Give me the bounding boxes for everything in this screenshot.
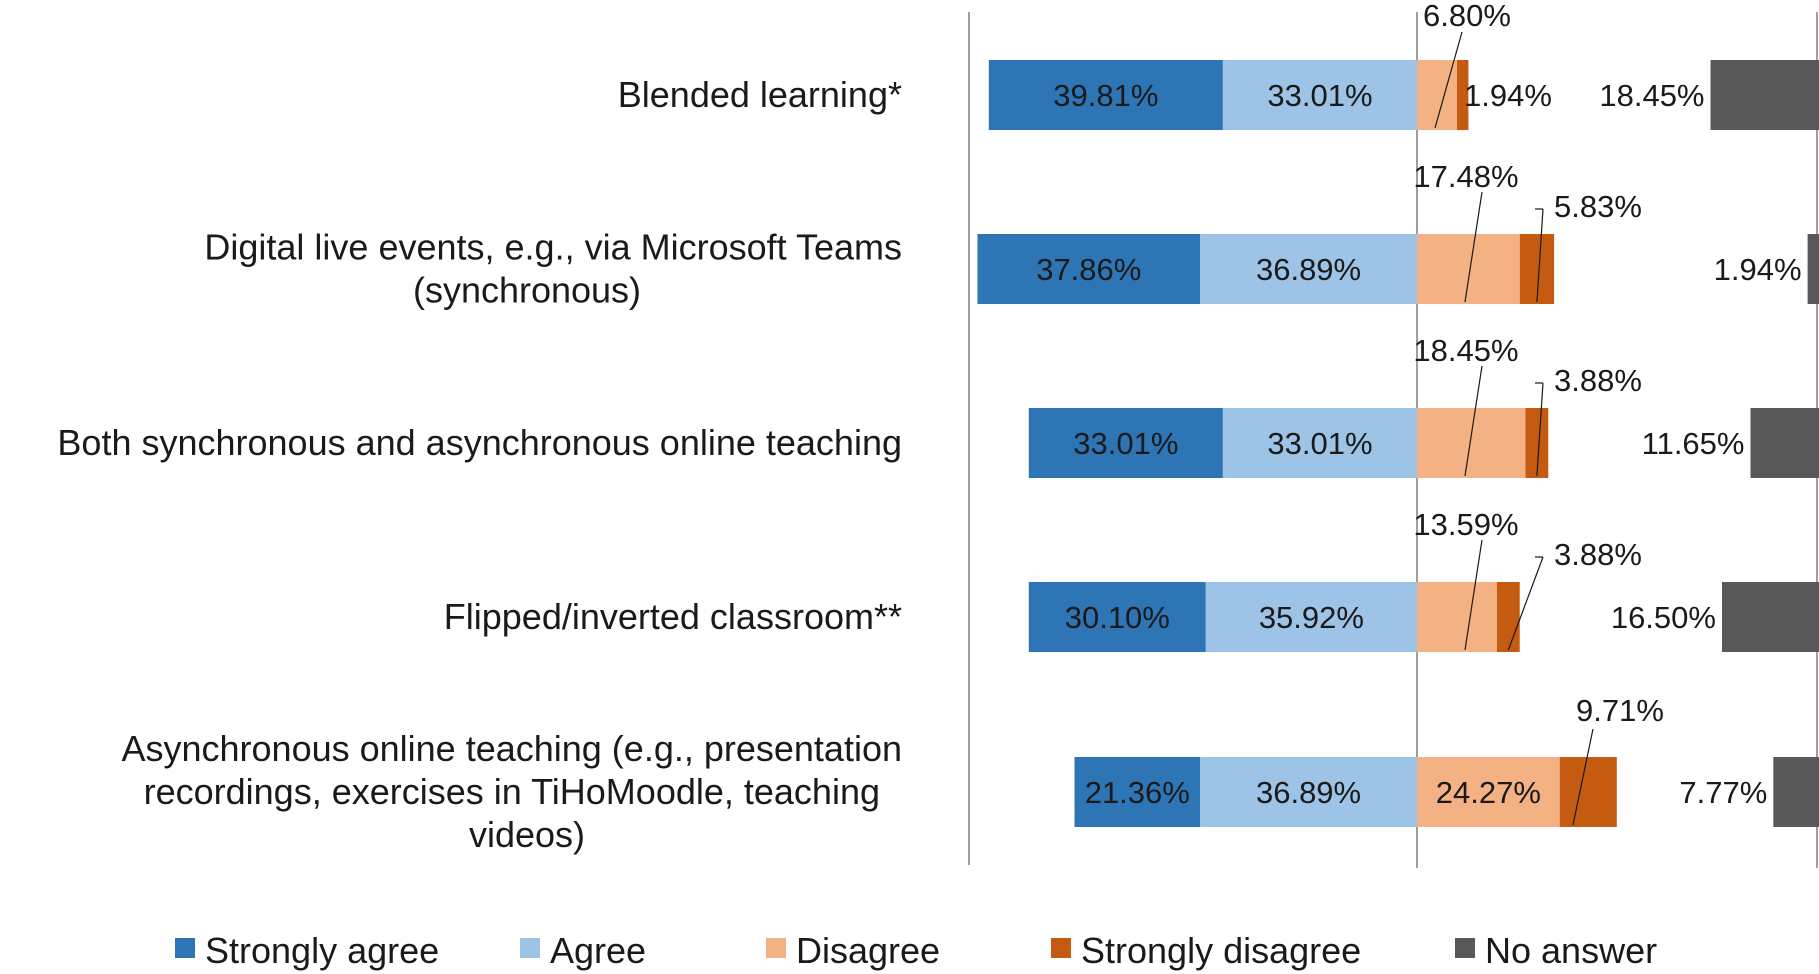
- bar-agree: [1200, 757, 1417, 827]
- leader-line: [1464, 539, 1483, 651]
- data-label-disagree: 13.59%: [1413, 507, 1518, 542]
- data-label-disagree: 17.48%: [1413, 159, 1518, 194]
- legend-label-disagree: Disagree: [796, 930, 940, 971]
- category-label: Asynchronous online teaching (e.g., pres…: [121, 728, 902, 769]
- data-label-strongly-disagree: 3.88%: [1554, 363, 1642, 398]
- legend-swatch-strongly-agree: [175, 938, 195, 958]
- bar-disagree: [1417, 408, 1526, 478]
- leader-line: [1464, 365, 1483, 477]
- legend-label-strongly-agree: Strongly agree: [205, 930, 439, 971]
- bar-agree: [1200, 234, 1417, 304]
- legend: Strongly agree Agree Disagree Strongly disa…: [175, 930, 1657, 971]
- bar-strongly-agree: [1028, 408, 1223, 478]
- data-labels: 39.81% 33.01% 6.80% 1.94% 18.45% 37.86% 36.89%…: [1036, 0, 1801, 810]
- data-label-strongly-disagree: 1.94%: [1464, 78, 1552, 113]
- bar-strongly-agree: [988, 60, 1223, 130]
- data-label-strongly-agree: 30.10%: [1065, 600, 1170, 635]
- data-label-strongly-agree: 37.86%: [1036, 252, 1141, 287]
- category-label: (synchronous): [413, 270, 641, 311]
- bar-agree: [1205, 582, 1417, 652]
- data-label-strongly-agree: 39.81%: [1053, 78, 1158, 113]
- bar-no-answer: [1773, 757, 1819, 827]
- legend-label-no-answer: No answer: [1485, 930, 1657, 971]
- data-label-strongly-agree: 33.01%: [1073, 426, 1178, 461]
- legend-label-agree: Agree: [550, 930, 646, 971]
- data-label-strongly-disagree: 5.83%: [1554, 189, 1642, 224]
- data-label-disagree: 24.27%: [1436, 775, 1541, 810]
- data-label-no-answer: 7.77%: [1679, 775, 1767, 810]
- leader-line: [1572, 728, 1594, 826]
- bar-agree: [1222, 408, 1417, 478]
- bars: [977, 60, 1819, 827]
- bar-disagree: [1417, 234, 1520, 304]
- data-label-no-answer: 16.50%: [1611, 600, 1716, 635]
- data-label-strongly-disagree: 3.88%: [1554, 537, 1642, 572]
- bar-strongly-disagree: [1519, 234, 1555, 304]
- leader-line: [1536, 382, 1544, 477]
- bar-strongly-disagree: [1496, 582, 1520, 652]
- category-label: videos): [469, 814, 585, 855]
- bar-strongly-disagree: [1456, 60, 1469, 130]
- bar-no-answer: [1710, 60, 1819, 130]
- legend-swatch-agree: [520, 938, 540, 958]
- data-label-no-answer: 11.65%: [1642, 426, 1745, 461]
- data-label-agree: 35.92%: [1259, 600, 1364, 635]
- data-label-disagree: 18.45%: [1413, 333, 1518, 368]
- data-label-no-answer: 18.45%: [1599, 78, 1704, 113]
- legend-label-strongly-disagree: Strongly disagree: [1081, 930, 1361, 971]
- bar-strongly-agree: [977, 234, 1201, 304]
- data-label-strongly-disagree: 9.71%: [1576, 693, 1664, 728]
- legend-swatch-no-answer: [1455, 938, 1475, 958]
- bar-disagree: [1417, 757, 1560, 827]
- category-label: Flipped/inverted classroom**: [444, 596, 902, 637]
- data-label-agree: 33.01%: [1267, 78, 1372, 113]
- legend-swatch-disagree: [766, 938, 786, 958]
- data-label-strongly-agree: 21.36%: [1085, 775, 1190, 810]
- bar-strongly-agree: [1074, 757, 1201, 827]
- category-label: Both synchronous and asynchronous online…: [57, 422, 902, 463]
- bar-strongly-agree: [1028, 582, 1206, 652]
- bar-strongly-disagree: [1559, 757, 1617, 827]
- leader-line: [1536, 208, 1544, 303]
- data-label-agree: 36.89%: [1256, 252, 1361, 287]
- bar-agree: [1222, 60, 1417, 130]
- leader-line: [1434, 31, 1463, 129]
- category-label: Digital live events, e.g., via Microsoft…: [204, 227, 902, 268]
- legend-swatch-strongly-disagree: [1051, 938, 1071, 958]
- category-label: Blended learning*: [618, 74, 902, 115]
- leader-lines: [1434, 31, 1594, 826]
- leader-line: [1464, 191, 1483, 303]
- data-label-disagree: 6.80%: [1423, 0, 1511, 33]
- data-label-agree: 36.89%: [1256, 775, 1361, 810]
- category-label: recordings, exercises in TiHoMoodle, tea…: [144, 771, 880, 812]
- data-label-agree: 33.01%: [1267, 426, 1372, 461]
- leader-line: [1507, 556, 1544, 651]
- bar-no-answer: [1721, 582, 1819, 652]
- bar-no-answer: [1807, 234, 1819, 304]
- category-labels: Blended learning* Digital live events, e.…: [57, 74, 902, 855]
- bar-no-answer: [1750, 408, 1819, 478]
- bar-disagree: [1417, 582, 1497, 652]
- bar-strongly-disagree: [1525, 408, 1549, 478]
- data-label-no-answer: 1.94%: [1714, 252, 1802, 287]
